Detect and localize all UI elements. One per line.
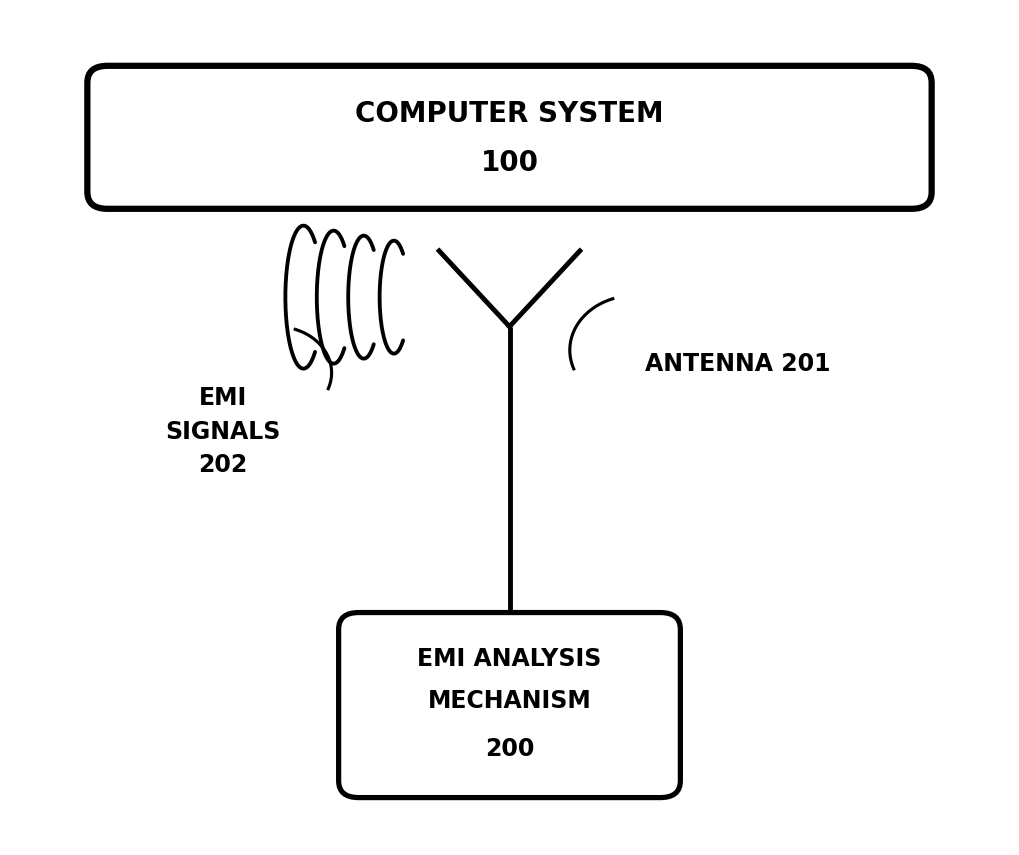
Text: EMI
SIGNALS
202: EMI SIGNALS 202: [165, 386, 280, 477]
Text: 200: 200: [485, 737, 534, 761]
FancyBboxPatch shape: [88, 66, 931, 209]
Text: 100: 100: [481, 149, 538, 176]
Text: ANTENNA 201: ANTENNA 201: [645, 352, 830, 376]
FancyBboxPatch shape: [338, 612, 681, 798]
Text: COMPUTER SYSTEM: COMPUTER SYSTEM: [356, 100, 663, 127]
Text: MECHANISM: MECHANISM: [428, 689, 591, 713]
Text: EMI ANALYSIS: EMI ANALYSIS: [418, 646, 601, 671]
